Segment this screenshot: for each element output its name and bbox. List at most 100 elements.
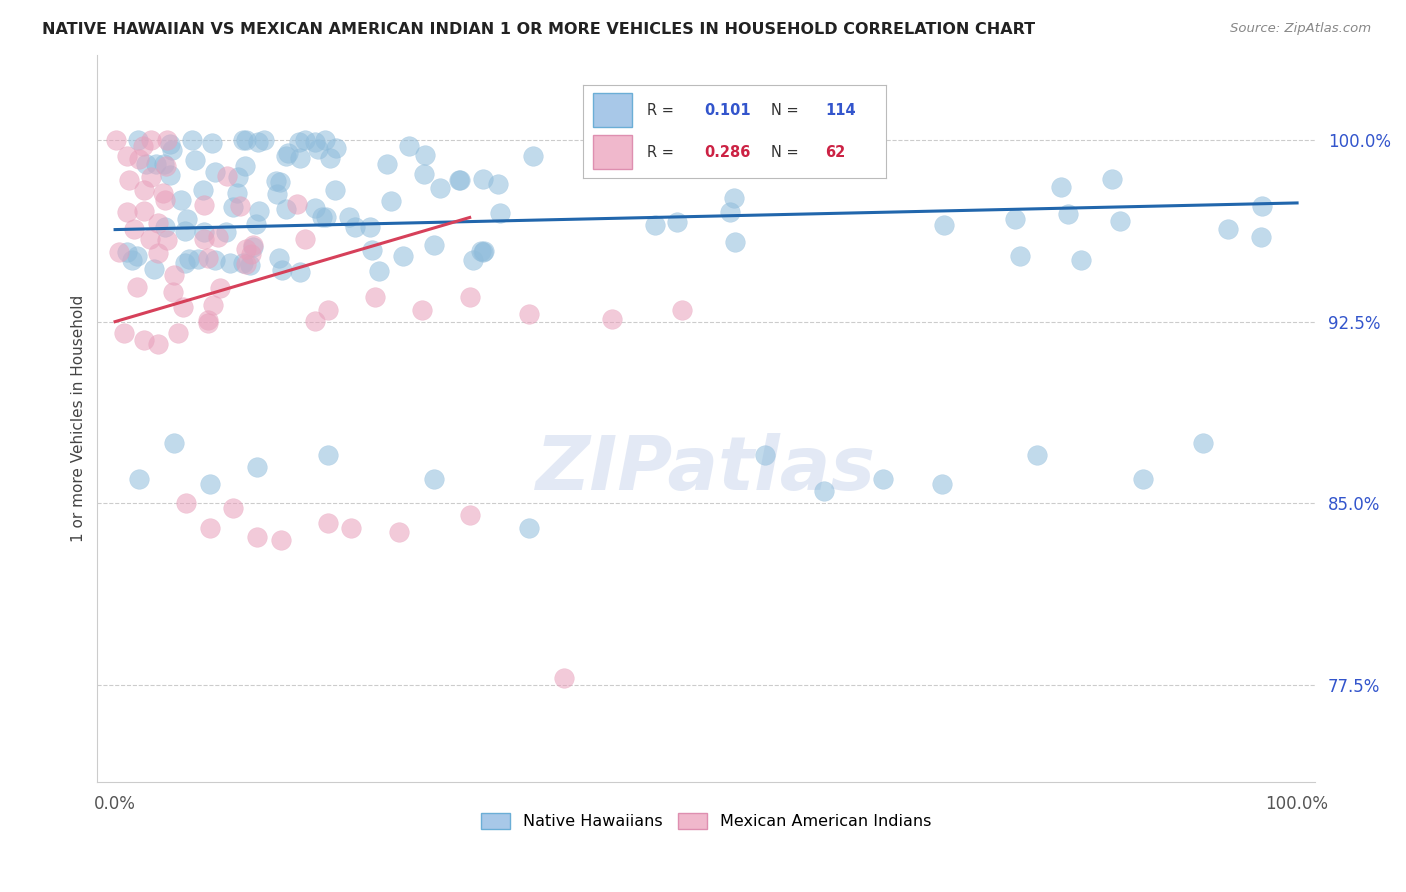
Point (471, 172, 494, 186)
Point (931, 477, 953, 491)
Point (1216, 222, 1239, 236)
Text: 0.286: 0.286 (704, 145, 751, 160)
Point (232, 256, 254, 270)
Point (153, 193, 176, 207)
Point (412, 167, 434, 181)
Point (666, 215, 689, 229)
Point (125, 279, 148, 293)
Point (671, 302, 693, 317)
Point (207, 230, 229, 244)
Point (145, 157, 167, 171)
Point (1191, 435, 1213, 450)
Point (304, 135, 326, 149)
Point (163, 435, 186, 450)
Point (1250, 230, 1272, 244)
Point (266, 186, 288, 201)
Point (294, 232, 316, 246)
Point (108, 245, 131, 260)
Point (517, 307, 540, 321)
Point (304, 313, 326, 327)
Point (323, 183, 346, 197)
Point (325, 141, 347, 155)
Point (177, 252, 200, 267)
Point (246, 460, 269, 475)
Point (316, 302, 339, 317)
Point (187, 252, 209, 266)
Point (380, 194, 402, 209)
Point (245, 217, 267, 231)
Point (184, 153, 207, 168)
Point (233, 159, 256, 173)
Point (375, 156, 398, 170)
Point (235, 257, 257, 271)
Point (316, 448, 339, 462)
Point (135, 157, 157, 171)
Point (290, 265, 312, 279)
Point (364, 290, 387, 304)
Point (1108, 214, 1130, 228)
Text: 62: 62 (825, 145, 845, 160)
Point (121, 252, 143, 267)
Point (600, 312, 623, 326)
Point (277, 146, 299, 161)
Point (155, 159, 177, 173)
Point (132, 183, 155, 197)
Point (176, 212, 198, 227)
Point (222, 501, 245, 516)
Point (198, 477, 221, 491)
Point (517, 520, 540, 534)
Point (143, 262, 166, 277)
Point (153, 157, 176, 171)
Point (449, 173, 471, 187)
Point (294, 133, 316, 147)
Point (240, 247, 263, 261)
Point (1101, 172, 1123, 186)
Point (134, 204, 156, 219)
Point (173, 256, 195, 270)
Point (235, 242, 257, 256)
Point (754, 448, 776, 462)
Point (266, 174, 288, 188)
Point (148, 245, 170, 260)
Point (215, 169, 238, 184)
Point (1004, 212, 1026, 227)
Text: R =: R = (647, 103, 679, 118)
Point (128, 153, 150, 167)
Point (156, 234, 179, 248)
Point (472, 244, 495, 259)
Point (388, 525, 411, 540)
Point (235, 133, 257, 147)
Point (197, 316, 219, 330)
Point (197, 251, 219, 265)
Point (159, 169, 181, 183)
Point (132, 333, 155, 347)
Point (267, 251, 290, 265)
Point (122, 222, 145, 236)
Point (367, 263, 389, 277)
Point (226, 186, 249, 201)
Point (344, 219, 367, 234)
Point (246, 530, 269, 544)
Text: 0.101: 0.101 (704, 103, 751, 118)
Point (723, 191, 745, 205)
Point (307, 142, 329, 156)
Point (724, 235, 747, 249)
Point (163, 268, 186, 283)
Point (270, 262, 292, 277)
Point (1049, 180, 1071, 194)
Text: R =: R = (647, 145, 679, 160)
Point (155, 219, 177, 234)
Point (429, 181, 451, 195)
Point (423, 237, 446, 252)
Point (316, 516, 339, 530)
Point (112, 326, 135, 340)
Point (139, 232, 162, 246)
Point (423, 472, 446, 486)
Point (288, 135, 311, 149)
Point (128, 472, 150, 486)
Point (1251, 199, 1274, 213)
Point (208, 281, 231, 295)
Point (486, 178, 509, 192)
Point (141, 133, 163, 147)
Point (127, 133, 149, 147)
